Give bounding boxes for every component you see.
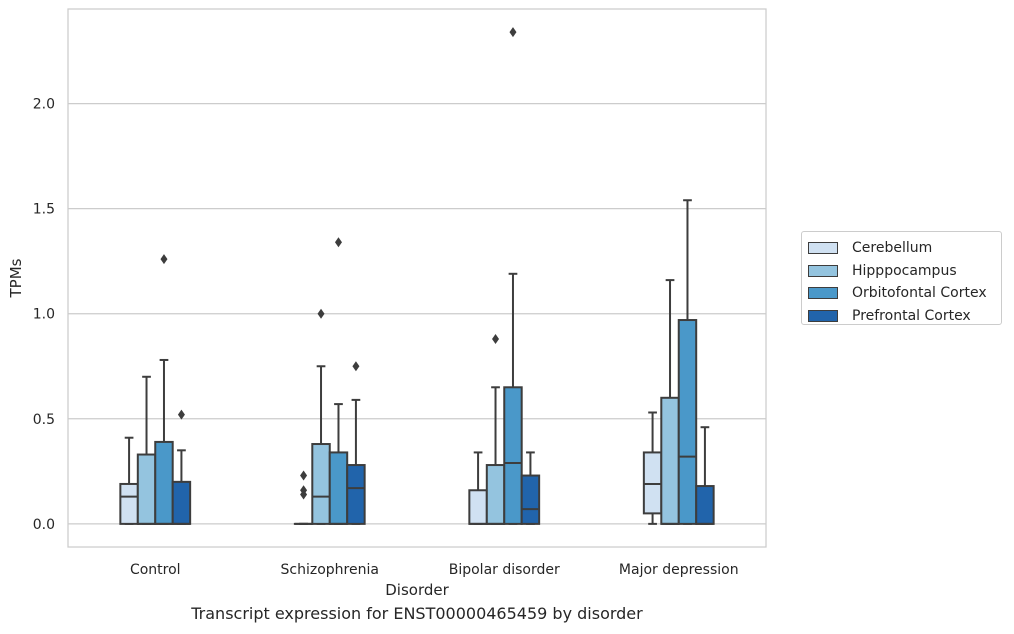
box-group	[660, 279, 680, 525]
box-group	[695, 426, 715, 525]
box	[660, 396, 680, 525]
legend-label: Orbitofontal Cortex	[852, 285, 987, 302]
box	[171, 480, 192, 525]
x-axis-title: Disorder	[385, 581, 449, 599]
legend-label: Cerebellum	[852, 240, 933, 257]
y-axis-title: TPMs	[7, 258, 25, 298]
boxes	[119, 27, 715, 525]
outlier-point	[352, 361, 360, 372]
box-group	[311, 308, 331, 525]
y-tick-label: 0.0	[33, 517, 55, 533]
outlier-point	[492, 333, 500, 344]
box	[328, 451, 349, 525]
box	[642, 451, 663, 515]
box-group	[136, 375, 157, 525]
x-tick-label: Schizophrenia	[281, 562, 379, 578]
box	[468, 489, 488, 525]
y-tick-label: 0.5	[33, 412, 55, 428]
outlier-point	[177, 409, 185, 420]
legend-swatch-cerebellum	[808, 242, 838, 255]
x-tick-labels: Control Schizophrenia Bipolar disorder Majo…	[130, 562, 739, 578]
legend-label: Hipppocampus	[852, 262, 957, 279]
box	[119, 482, 139, 525]
legend-swatch-hippocampus	[808, 264, 838, 277]
box-group	[677, 199, 698, 525]
box-group	[503, 27, 523, 525]
outlier-point	[509, 27, 517, 38]
box-group	[520, 451, 541, 525]
outlier-point	[160, 254, 168, 265]
box	[136, 453, 157, 525]
y-tick-label: 1.0	[33, 307, 55, 323]
box-group	[171, 409, 192, 525]
outlier-point	[334, 237, 342, 248]
box-group	[154, 254, 174, 525]
y-tick-label: 2.0	[33, 97, 55, 113]
x-tick-label: Control	[130, 562, 181, 578]
legend-label: Prefrontal Cortex	[852, 307, 971, 324]
legend: Cerebellum Hipppocampus Orbitofontal Cor…	[801, 231, 1002, 325]
outlier-point	[317, 308, 325, 319]
box-group	[328, 237, 349, 525]
legend-swatch-prefrontal	[808, 309, 838, 322]
box	[677, 319, 698, 525]
legend-item-hippocampus: Hipppocampus	[808, 260, 1001, 283]
box-group	[346, 361, 366, 525]
x-tick-label: Bipolar disorder	[449, 562, 560, 578]
box	[154, 440, 174, 525]
figure-caption: Transcript expression for ENST0000046545…	[191, 604, 643, 623]
box	[695, 485, 715, 525]
box	[520, 474, 541, 525]
legend-item-prefrontal: Prefrontal Cortex	[808, 305, 1001, 328]
legend-item-cerebellum: Cerebellum	[808, 237, 1001, 260]
legend-swatch-orbitofrontal	[808, 287, 838, 300]
box	[311, 443, 331, 525]
legend-item-orbitofrontal: Orbitofontal Cortex	[808, 282, 1001, 305]
box-group	[468, 451, 488, 525]
y-tick-labels: 0.0 0.5 1.0 1.5 2.0	[33, 97, 55, 533]
box-group	[119, 436, 139, 525]
outlier-point	[300, 485, 308, 496]
box	[485, 464, 506, 525]
box	[346, 464, 366, 525]
box	[503, 386, 523, 525]
outlier-point	[300, 470, 308, 481]
box-group	[293, 470, 314, 525]
x-tick-label: Major depression	[619, 562, 739, 578]
y-tick-label: 1.5	[33, 202, 55, 218]
